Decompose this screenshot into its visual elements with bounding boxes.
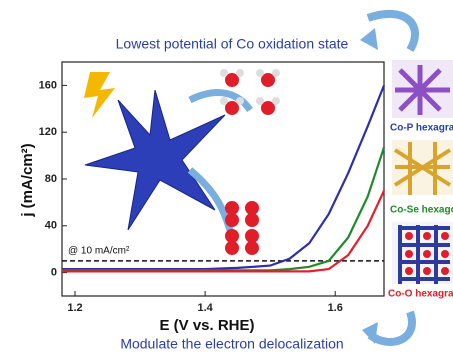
series-line: [62, 84, 386, 271]
bottom-caption: Modulate the electron delocalization: [120, 336, 343, 352]
x-tick-label: 1.6: [328, 302, 343, 314]
top-caption: Lowest potential of Co oxidation state: [116, 36, 349, 52]
y-tick-label: 120: [39, 126, 57, 138]
catalyst-star: [84, 89, 226, 231]
process-arrow: [188, 89, 253, 113]
x-tick-label: 1.4: [197, 302, 213, 314]
curved-arrow: [366, 9, 419, 53]
crystal-bonds: [393, 142, 452, 195]
panel-label: Co-P hexagra: [390, 123, 453, 134]
lightning-icon: [84, 72, 115, 118]
x-axis-label: E (V vs. RHE): [159, 317, 254, 334]
series-line: [62, 190, 385, 273]
oxygen-molecules: [225, 201, 259, 255]
panel-label: Co-Se hexago: [390, 205, 453, 216]
y-tick-label: 40: [45, 220, 57, 232]
reference-label: @ 10 mA/cm²: [68, 246, 130, 257]
arrow-head: [360, 28, 378, 50]
y-tick-label: 160: [39, 79, 57, 91]
curved-arrow: [367, 310, 416, 346]
x-tick-label: 1.2: [67, 302, 82, 314]
y-axis-label: j (mA/cm²): [19, 143, 36, 217]
oxygen-atoms: [405, 232, 449, 275]
panel-label: Co-O hexagra: [388, 289, 453, 300]
plot: 0 40 80 120 160 1.2 1.4 1.6 @ 10 mA/cm²: [39, 61, 386, 314]
crystal-bonds: [398, 225, 450, 284]
arrow-head: [362, 322, 378, 344]
water-molecules: [220, 69, 280, 115]
crystal-bonds: [395, 65, 450, 115]
y-tick-label: 80: [45, 173, 57, 185]
y-tick-label: 0: [51, 267, 57, 279]
